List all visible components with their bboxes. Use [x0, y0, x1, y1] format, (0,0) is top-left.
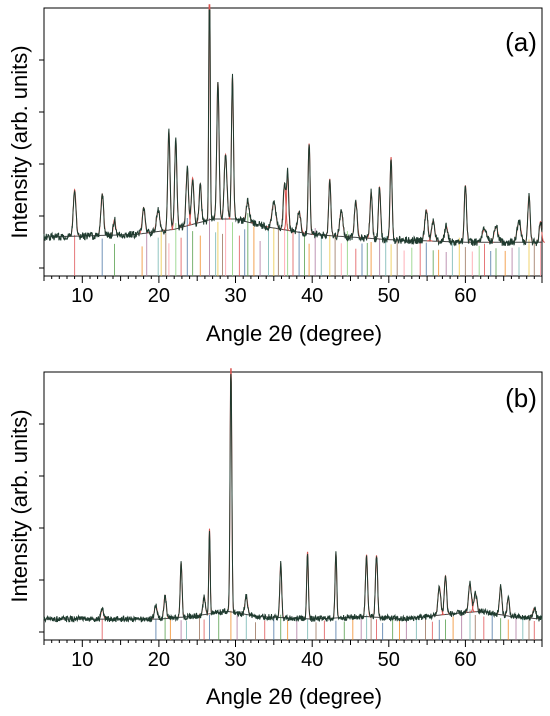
- x-tick-label: 10: [71, 285, 93, 307]
- fitted-peak: [325, 178, 335, 237]
- fitted-peak: [386, 157, 396, 241]
- fitted-peak: [335, 209, 348, 238]
- fitted-peak: [69, 188, 81, 237]
- fitted-peak: [96, 192, 108, 236]
- panel-b-axes: 10 20 30 40 50 60: [39, 423, 543, 671]
- panel-a-label: (a): [505, 27, 537, 57]
- observed-pattern: [43, 9, 543, 247]
- fitted-peak: [228, 77, 237, 220]
- panel-a: 10 20 30 40 50 60 (a) Angle 2θ (degree) Inten…: [7, 4, 545, 346]
- panel-b-plot-frame: [43, 371, 543, 641]
- x-tick-label: 10: [71, 649, 93, 671]
- fitted-peak: [366, 191, 376, 240]
- x-tick-label: 50: [378, 285, 400, 307]
- panel-a-x-axis-title: Angle 2θ (degree): [206, 321, 382, 346]
- fitted-peak: [464, 582, 476, 614]
- x-tick-label: 30: [224, 285, 246, 307]
- panel-b-reference-lines: [101, 609, 535, 640]
- fitted-peak: [375, 185, 385, 240]
- x-tick-label: 50: [378, 649, 400, 671]
- observed-pattern: [43, 373, 543, 623]
- x-tick-label: 40: [301, 285, 323, 307]
- fitted-peak: [170, 141, 181, 231]
- x-tick-label: 30: [224, 649, 246, 671]
- panel-b-pattern: [43, 368, 543, 623]
- fitted-peak: [292, 210, 306, 234]
- x-tick-label: 20: [148, 285, 170, 307]
- x-tick-label: 60: [454, 649, 476, 671]
- fitted-peak: [164, 131, 174, 232]
- panel-a-reference-lines: [74, 213, 541, 276]
- panel-b-label: (b): [505, 383, 537, 413]
- panel-a-pattern: [43, 4, 545, 247]
- panel-b-y-axis-title: Intensity (arb. units): [7, 409, 32, 602]
- fitted-peak: [350, 200, 362, 239]
- panel-a-y-axis-title: Intensity (arb. units): [7, 45, 32, 238]
- panel-b: 10 20 30 40 50 60 (b) Angle 2θ (degree) Inten…: [7, 368, 543, 709]
- fitted-peak: [460, 185, 471, 243]
- fitted-peak: [372, 555, 381, 618]
- panel-b-x-axis-title: Angle 2θ (degree): [206, 684, 382, 709]
- panel-a-axes: 10 20 30 40 50 60: [39, 59, 543, 307]
- fitted-peak: [219, 152, 231, 220]
- fitted-peak: [213, 82, 223, 220]
- x-tick-label: 20: [148, 649, 170, 671]
- fitted-peak: [195, 182, 206, 224]
- x-tick-label: 60: [454, 285, 476, 307]
- x-tick-label: 40: [301, 649, 323, 671]
